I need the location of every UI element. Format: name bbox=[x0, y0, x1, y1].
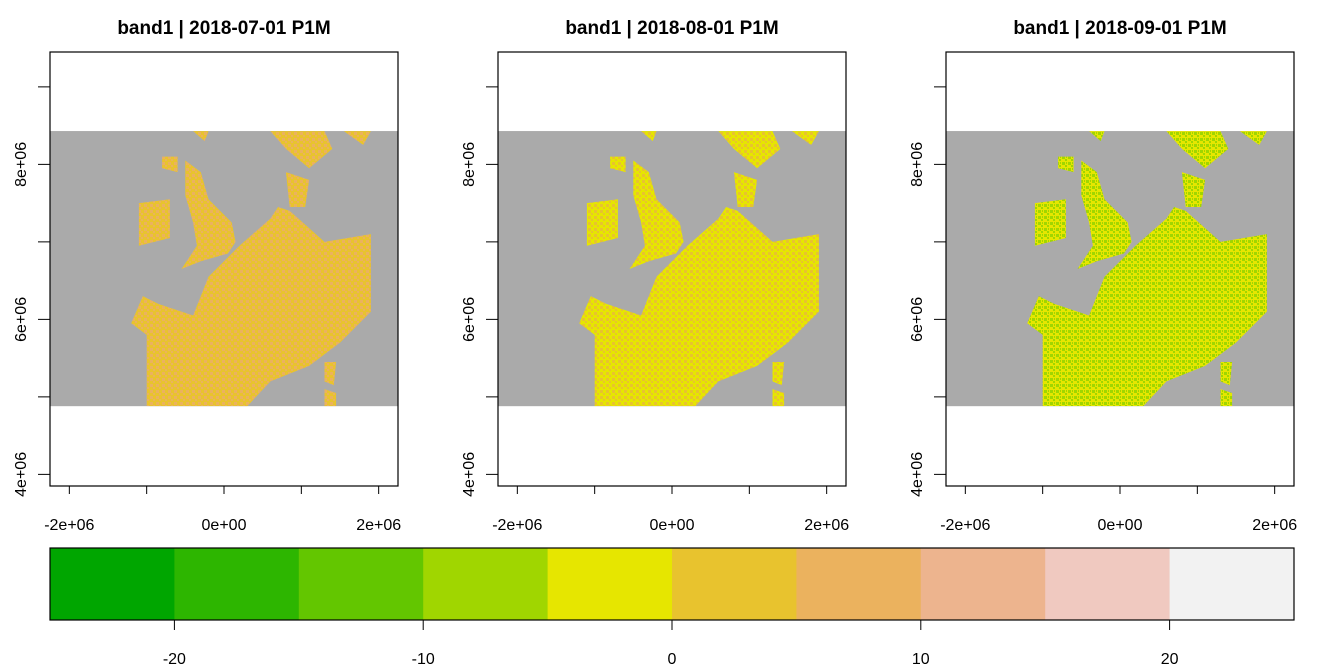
land-norway bbox=[641, 131, 657, 142]
land-cont bbox=[131, 207, 371, 407]
map-panel: band1 | 2018-08-01 P1M -2e+06 0e+00 2e+06 4e… bbox=[461, 18, 849, 534]
land-sardinia bbox=[324, 389, 337, 407]
x-tick-label: 2e+06 bbox=[356, 517, 401, 534]
legend-swatch bbox=[1169, 548, 1295, 620]
legend-swatch bbox=[547, 548, 673, 620]
land-iceland bbox=[1058, 156, 1074, 173]
land-scand bbox=[718, 131, 781, 169]
y-tick-label: 6e+06 bbox=[13, 297, 30, 342]
y-tick-label: 8e+06 bbox=[461, 142, 478, 187]
land-dk bbox=[1181, 172, 1206, 207]
raster-land bbox=[1027, 131, 1267, 407]
land-sweden2 bbox=[791, 131, 819, 145]
legend-swatch bbox=[174, 548, 300, 620]
y-tick-label: 6e+06 bbox=[461, 297, 478, 342]
legend-swatch bbox=[423, 548, 549, 620]
x-tick-label: 0e+00 bbox=[1098, 517, 1143, 534]
legend-swatch bbox=[50, 548, 175, 620]
panel-title: band1 | 2018-07-01 P1M bbox=[117, 18, 330, 39]
legend-swatch bbox=[796, 548, 922, 620]
land-sardinia bbox=[1220, 389, 1233, 407]
y-tick-label: 4e+06 bbox=[13, 452, 30, 497]
land-gb bbox=[629, 160, 684, 269]
legend-swatch bbox=[298, 548, 424, 620]
y-tick-label: 4e+06 bbox=[461, 452, 478, 497]
x-tick-label: -2e+06 bbox=[44, 517, 94, 534]
legend-tick-label: 10 bbox=[912, 651, 930, 668]
land-iceland bbox=[610, 156, 626, 173]
land-gb bbox=[181, 160, 236, 269]
land-dk bbox=[285, 172, 310, 207]
x-tick-label: -2e+06 bbox=[492, 517, 542, 534]
color-legend: -20 -10 0 10 20 bbox=[49, 547, 1295, 668]
legend-tick-label: -20 bbox=[163, 651, 186, 668]
land-ie bbox=[586, 199, 618, 246]
land-scand bbox=[1166, 131, 1229, 169]
y-tick-label: 6e+06 bbox=[909, 297, 926, 342]
y-tick-label: 4e+06 bbox=[909, 452, 926, 497]
legend-tick-label: 0 bbox=[668, 651, 677, 668]
land-sardinia bbox=[772, 389, 785, 407]
legend-swatch bbox=[672, 548, 797, 620]
panel-title: band1 | 2018-08-01 P1M bbox=[565, 18, 778, 39]
land-corsica bbox=[324, 362, 337, 386]
legend-tick-label: -10 bbox=[412, 651, 435, 668]
y-tick-label: 8e+06 bbox=[13, 142, 30, 187]
raster-land bbox=[131, 131, 371, 407]
land-norway bbox=[193, 131, 209, 142]
panel-title: band1 | 2018-09-01 P1M bbox=[1013, 18, 1226, 39]
land-scand bbox=[270, 131, 333, 169]
legend-swatch bbox=[1045, 548, 1171, 620]
map-panel: band1 | 2018-07-01 P1M -2e+06 0e+00 2e+06 4e… bbox=[13, 18, 401, 534]
land-gb bbox=[1077, 160, 1132, 269]
legend-tick-label: 20 bbox=[1161, 651, 1179, 668]
land-corsica bbox=[1220, 362, 1233, 386]
map-panels: band1 | 2018-07-01 P1M -2e+06 0e+00 2e+06 4e… bbox=[13, 18, 1297, 534]
x-tick-label: -2e+06 bbox=[940, 517, 990, 534]
land-sweden2 bbox=[1239, 131, 1267, 145]
raster-land bbox=[579, 131, 819, 407]
land-cont bbox=[579, 207, 819, 407]
x-tick-label: 2e+06 bbox=[1252, 517, 1297, 534]
land-sweden2 bbox=[343, 131, 371, 145]
x-tick-label: 0e+00 bbox=[202, 517, 247, 534]
land-corsica bbox=[772, 362, 785, 386]
land-ie bbox=[138, 199, 170, 246]
legend-swatch bbox=[920, 548, 1046, 620]
x-tick-label: 0e+00 bbox=[650, 517, 695, 534]
map-panel: band1 | 2018-09-01 P1M -2e+06 0e+00 2e+06 4e… bbox=[909, 18, 1297, 534]
x-tick-label: 2e+06 bbox=[804, 517, 849, 534]
land-norway bbox=[1089, 131, 1105, 142]
land-iceland bbox=[162, 156, 178, 173]
land-dk bbox=[733, 172, 758, 207]
land-ie bbox=[1034, 199, 1066, 246]
land-cont bbox=[1027, 207, 1267, 407]
y-tick-label: 8e+06 bbox=[909, 142, 926, 187]
